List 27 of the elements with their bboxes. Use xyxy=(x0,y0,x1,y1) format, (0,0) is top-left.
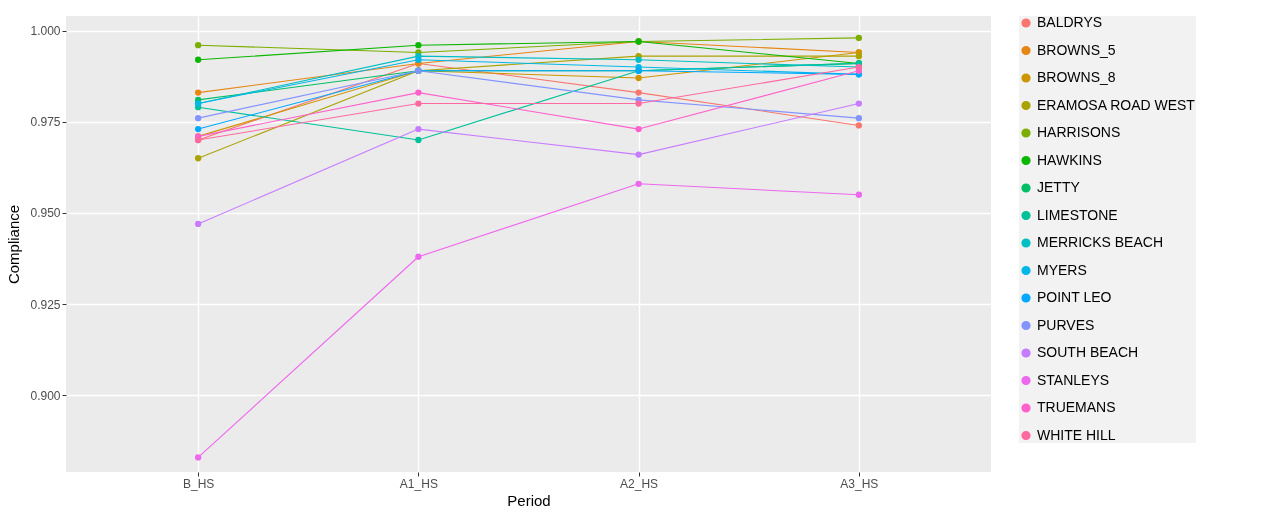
legend-label: JETTY xyxy=(1037,179,1081,195)
y-tick-label: 0.900 xyxy=(30,388,61,403)
y-tick-label: 0.975 xyxy=(30,115,61,130)
x-tick-label: A2_HS xyxy=(620,476,659,491)
legend-label: MERRICKS BEACH xyxy=(1037,234,1164,250)
legend-label: HAWKINS xyxy=(1037,151,1102,168)
legend-label: SOUTH BEACH xyxy=(1037,344,1139,360)
legend-label: STANLEYS xyxy=(1037,371,1110,388)
legend-label: BALDRYS xyxy=(1037,14,1103,30)
legend-label: MYERS xyxy=(1037,261,1087,278)
x-tick-label: B_HS xyxy=(182,476,215,491)
x-axis-title: Period xyxy=(507,491,551,509)
legend-label: BROWNS_8 xyxy=(1037,69,1116,85)
legend-label: BROWNS_5 xyxy=(1037,41,1116,58)
y-tick-label: 0.925 xyxy=(30,297,61,312)
legend-label: ERAMOSA ROAD WEST xyxy=(1037,96,1196,113)
legend-label: WHITE HILL xyxy=(1037,426,1116,443)
legend-label: TRUEMANS xyxy=(1037,399,1116,415)
x-tick-label: A3_HS xyxy=(840,476,879,491)
legend-label: POINT LEO xyxy=(1037,289,1112,305)
y-tick-label: 1.000 xyxy=(30,24,61,39)
y-tick-label: 0.950 xyxy=(30,206,61,221)
legend-label: HARRISONS xyxy=(1037,124,1121,140)
legend-label: LIMESTONE xyxy=(1037,206,1118,223)
y-axis-title: Compliance xyxy=(5,204,23,285)
legend-label: PURVES xyxy=(1037,316,1095,333)
x-tick-label: A1_HS xyxy=(399,476,438,491)
